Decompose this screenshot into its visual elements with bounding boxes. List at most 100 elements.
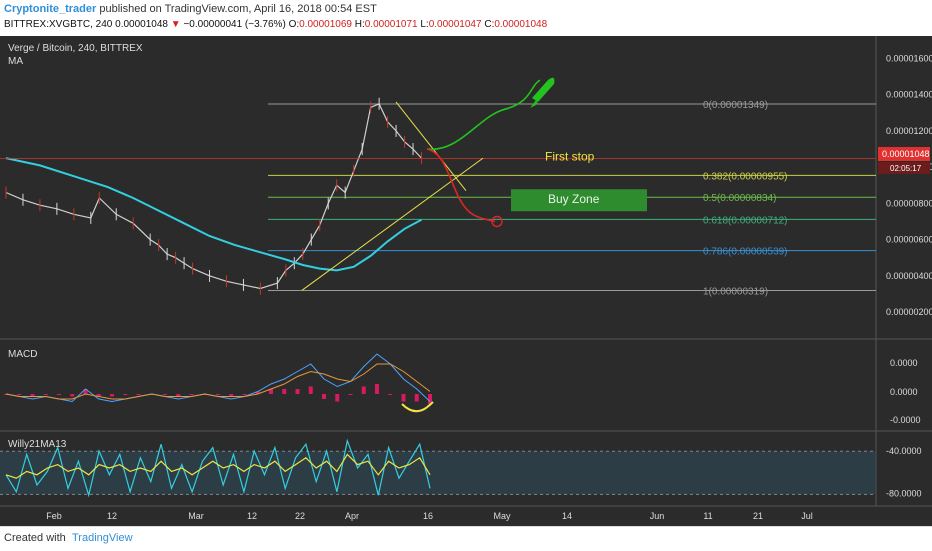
macd-hist-bar [123,394,128,395]
price-tick-label: 0.00000800 [886,198,932,208]
macd-hist-bar [229,394,234,397]
sad-face-icon [491,215,503,228]
macd-hist-bar [17,394,22,395]
willy-panel: -40.0000 -80.0000 [0,438,922,498]
macd-hist-bar [43,394,48,395]
high-label: H: [354,19,365,30]
macd-hist-bar [57,394,61,395]
macd-curve-annotation [401,401,434,413]
time-tick-label: 11 [703,511,712,521]
willy-ma-line [5,453,431,479]
close-value: 0.00001048 [494,19,548,30]
time-tick-label: 14 [562,511,572,521]
macd-hist-bar [70,394,75,397]
willy-tick-label: -80.0000 [886,488,922,498]
fib-retracement[interactable]: 0(0.00001349) 0.382(0.00000955) 0.5(0.0000… [268,100,876,298]
macd-panel: 0.0000 0.0000 -0.0000 [4,353,921,425]
price-tick-label: 0.00000600 [886,235,932,245]
time-tick-label: Jul [801,511,813,521]
time-tick-label: 12 [247,511,257,521]
first-stop-label: First stop [545,149,595,163]
tradingview-logo-link[interactable]: TradingView [72,532,133,544]
chart-svg[interactable]: Verge / Bitcoin, 240, BITTREX MA MACD Wi… [0,36,932,526]
bearish-path [426,148,496,223]
fib-level-label: 0.786(0.00000539) [703,247,788,258]
macd-hist-bar [255,391,260,394]
willy-line [5,438,431,498]
annotations[interactable]: Buy Zone First stop [301,77,647,291]
macd-hist-bar [269,389,273,394]
macd-hist-bar [30,394,35,397]
fib-level-label: 1(0.00000319) [703,287,768,298]
close-label: C: [484,19,495,30]
macd-tick-label: 0.0000 [890,358,918,368]
countdown-tag [878,162,930,174]
time-tick-label: 21 [753,511,763,521]
willy-tick-label: -40.0000 [886,446,922,456]
price-tick-label: 0.00001600 [886,53,932,63]
macd-hist-bar [96,394,101,397]
price-tick-label: 0.00001400 [886,90,932,100]
ascending-trendline [301,157,484,291]
price-series [5,97,423,295]
last-price: 0.00001048 [115,19,168,30]
publish-line: Cryptonite_trader published on TradingVi… [4,3,377,15]
created-with-text: Created with [4,532,66,544]
low-label: L: [420,19,429,30]
macd-hist-bar [322,394,326,399]
macd-hist-bar [361,386,366,394]
macd-hist-bar [375,384,379,394]
low-value: 0.00001047 [428,19,482,30]
price-tick-label: 0.00000400 [886,271,932,281]
time-tick-label: Jun [650,511,665,521]
change-value: −0.00000041 (−3.76%) [183,19,286,30]
macd-hist-bar [242,394,247,395]
macd-hist-bar [308,386,313,394]
macd-hist-bar [348,394,353,395]
price-line [5,103,422,290]
author-link[interactable]: Cryptonite_trader [4,3,97,15]
open-label: O: [288,19,300,30]
published-text: published on TradingView.com, April 16, … [99,3,377,15]
time-axis: Feb 12 Mar 12 22 Apr 16 May 14 Jun 11 21 Jul [46,511,813,521]
fib-level-label: 0.618(0.00000712) [703,215,788,226]
descending-trendline [395,101,467,192]
macd-hist-bar [295,389,300,394]
macd-hist-bar [401,394,406,402]
ma-series [0,157,876,272]
macd-hist-bar [414,394,419,402]
time-tick-label: Apr [345,511,359,521]
macd-tick-label: 0.0000 [890,387,918,397]
macd-label: MACD [8,349,37,360]
symbol-label: BITTREX:XVGBTC, 240 [4,19,113,30]
buy-zone-box [511,189,647,212]
macd-hist-bar [282,389,287,394]
time-tick-label: May [493,511,511,521]
macd-hist-bar [136,394,141,395]
time-tick-label: Mar [188,511,204,521]
current-price-tag [878,147,930,161]
price-axis: 0.000016000.000014000.000012000.00001000… [886,53,932,317]
time-tick-label: 12 [107,511,117,521]
bullish-path [426,79,541,150]
high-value: 0.00001071 [364,19,418,30]
price-tick-label: 0.00001200 [886,126,932,136]
willy-label: Willy21MA13 [8,439,67,450]
time-tick-label: 16 [423,511,433,521]
buy-zone-label: Buy Zone [548,192,600,206]
ohlc-line: BITTREX:XVGBTC, 240 0.00001048 ▼ −0.0000… [4,19,547,30]
rocket-flame-icon [530,100,538,108]
macd-signal-line [5,363,431,400]
footer: Created with TradingView [0,526,932,551]
current-price-label: 0.00001048 [882,149,930,159]
down-arrow-icon: ▼ [170,19,181,30]
ma-line [5,157,422,272]
macd-hist-bar [189,394,194,395]
fib-level-label: 0.5(0.00000834) [703,193,776,204]
macd-hist-bar [110,394,114,397]
price-tick-label: 0.00000200 [886,307,932,317]
chart-area[interactable]: Verge / Bitcoin, 240, BITTREX MA MACD Wi… [0,36,932,526]
chart-header: Cryptonite_trader published on TradingVi… [0,0,932,36]
rocket-icon [532,77,555,102]
macd-hist-bar [335,394,340,402]
